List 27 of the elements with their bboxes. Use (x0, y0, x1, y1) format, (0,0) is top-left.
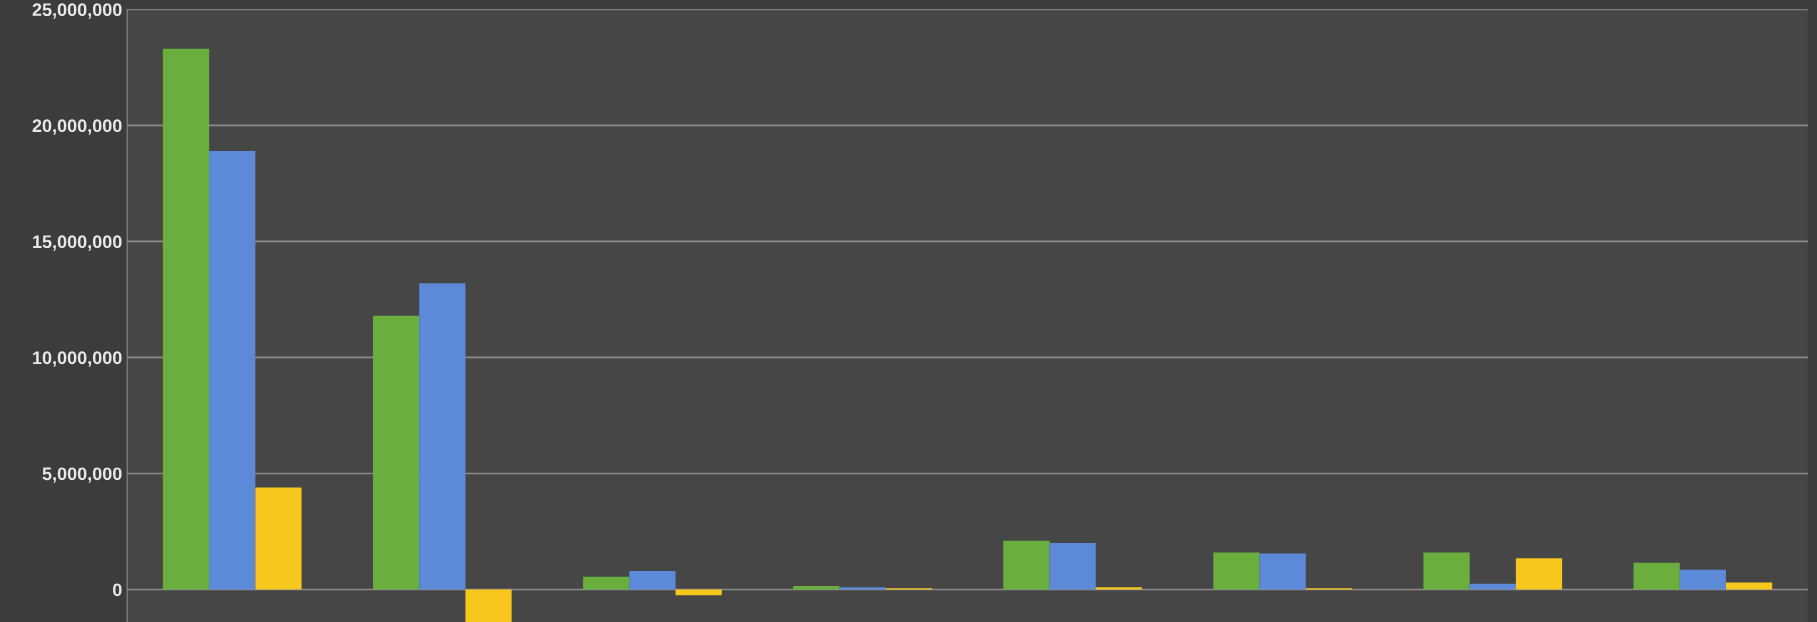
y-tick-label: 15,000,000 (33, 235, 122, 251)
bar (583, 576, 630, 590)
y-tick-label: 5,000,000 (42, 467, 122, 483)
y-tick-label: 25,000,000 (32, 3, 122, 19)
bar (419, 283, 466, 590)
bar (839, 587, 886, 590)
bar (1003, 540, 1050, 590)
bar (1259, 553, 1306, 590)
y-tick-label: 10,000,000 (33, 351, 122, 367)
bar (209, 150, 256, 590)
y-tick-label: 20,000,000 (32, 119, 122, 135)
bar (1423, 552, 1470, 590)
bar (1679, 569, 1726, 590)
bar (793, 586, 840, 590)
bar (1515, 558, 1563, 590)
bar (162, 48, 210, 590)
bar (629, 570, 676, 590)
bar (1049, 543, 1096, 590)
bar (1633, 562, 1680, 590)
bar (255, 487, 302, 590)
bar (1725, 582, 1773, 590)
bar (1469, 583, 1516, 590)
bar (373, 315, 420, 590)
bar (1095, 587, 1142, 590)
bar (465, 589, 512, 622)
y-tick-label: 0 (113, 583, 122, 597)
bar (1213, 552, 1260, 590)
